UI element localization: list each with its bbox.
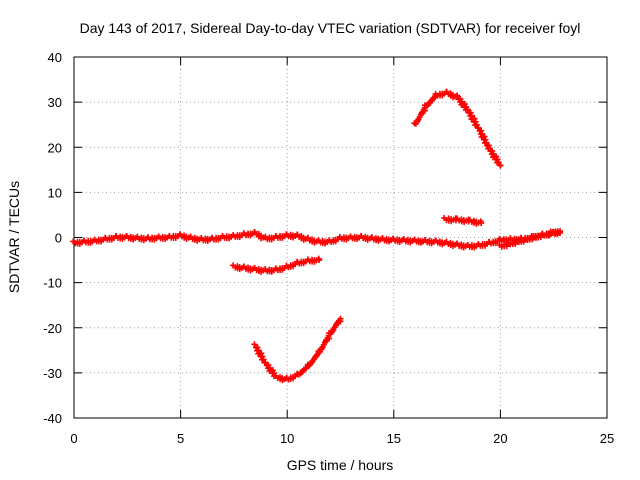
series-segment-lower <box>251 315 344 384</box>
x-axis-label: GPS time / hours <box>287 457 394 473</box>
y-tick-label: -30 <box>43 366 62 381</box>
data-point <box>478 220 485 227</box>
data-point <box>337 315 344 322</box>
data-point <box>262 359 269 366</box>
x-tick-label: 20 <box>493 431 507 446</box>
chart-title: Day 143 of 2017, Sidereal Day-to-day VTE… <box>80 20 581 36</box>
data-point <box>475 124 482 131</box>
data-point <box>546 231 553 238</box>
y-tick-label: 30 <box>48 95 62 110</box>
x-tick-label: 25 <box>600 431 614 446</box>
axis-ticks: 0 5 10 15 20 25 -40 -30 -20 -10 0 10 20 30 40 <box>43 50 614 446</box>
x-tick-label: 15 <box>387 431 401 446</box>
data-point <box>537 234 544 241</box>
data-point <box>431 94 438 101</box>
series-main-band <box>70 228 564 251</box>
x-tick-label: 0 <box>70 431 77 446</box>
data-point <box>485 145 492 152</box>
y-tick-label: -20 <box>43 321 62 336</box>
data-point <box>520 238 527 245</box>
series-segment-upper <box>411 88 504 169</box>
data-point <box>453 93 460 100</box>
x-tick-label: 5 <box>177 431 184 446</box>
data-point <box>316 257 323 264</box>
data-point <box>512 240 519 247</box>
y-tick-label: 40 <box>48 50 62 65</box>
x-tick-label: 10 <box>280 431 294 446</box>
y-tick-label: 0 <box>55 231 62 246</box>
data-point <box>464 106 471 113</box>
data-point <box>557 228 564 235</box>
y-tick-label: 20 <box>48 140 62 155</box>
series-segment-mid-negative <box>230 255 323 275</box>
y-axis-label: SDTVAR / TECUs <box>6 181 22 293</box>
y-tick-label: 10 <box>48 185 62 200</box>
series-tail-spread <box>496 228 564 250</box>
data-point <box>251 341 258 348</box>
data-points <box>70 88 564 384</box>
y-tick-label: -40 <box>43 411 62 426</box>
series-segment-small-upper <box>441 214 485 227</box>
data-point <box>497 162 504 169</box>
y-tick-label: -10 <box>43 276 62 291</box>
data-point <box>503 243 510 250</box>
data-point <box>529 236 536 243</box>
